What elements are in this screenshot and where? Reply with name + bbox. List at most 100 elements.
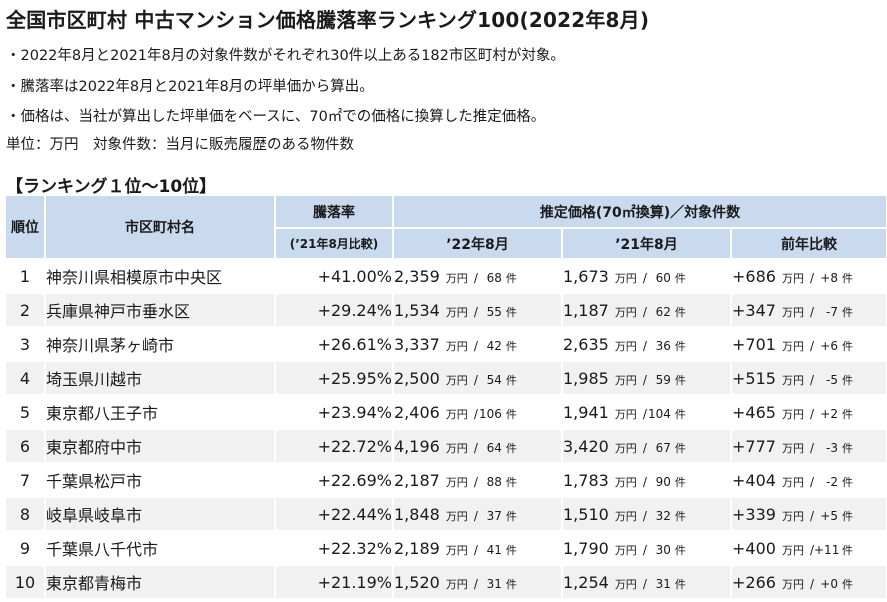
price-unit: 万円 xyxy=(614,509,637,523)
yoy-cell: +686 万円 / +8 件 xyxy=(732,260,887,292)
ranking-body: 1 神奈川県相模原市中央区 +41.00% 2,359 万円/68 件 1,673 万円/60… xyxy=(6,260,887,598)
count-unit: 件 xyxy=(842,475,853,489)
table-row: 7 千葉県松戸市 +22.69% 2,187 万円/88 件 1,783 万円/90 件 +404… xyxy=(6,464,887,496)
yoy-cell: +404 万円 / -2 件 xyxy=(732,464,887,496)
count-unit: 件 xyxy=(505,577,517,591)
page-title: 全国市区町村 中古マンション価格騰落率ランキング100(2022年8月) xyxy=(6,8,650,32)
count-value: 88 xyxy=(486,474,502,489)
count-unit: 件 xyxy=(674,441,686,455)
separator: / xyxy=(809,304,814,319)
price-value: 2,406 xyxy=(394,402,440,422)
count-unit: 件 xyxy=(505,475,517,489)
header-rate-sub: (’21年8月比較) xyxy=(276,229,392,258)
price-2021-cell: 3,420 万円 / 67 件 xyxy=(563,430,730,462)
count-value: -7 xyxy=(826,304,838,319)
yoy-cell: +339 万円 / +5 件 xyxy=(732,498,887,530)
separator: / xyxy=(642,474,647,489)
price-2021-cell: 1,510 万円 / 32 件 xyxy=(563,498,730,530)
count-unit: 件 xyxy=(842,509,853,523)
price-unit: 万円 xyxy=(781,373,804,387)
price-value: 4,196 xyxy=(394,436,440,456)
count-unit: 件 xyxy=(674,509,686,523)
rate-cell: +26.61% xyxy=(276,328,392,360)
price-unit: 万円 xyxy=(614,475,637,489)
count-value: 90 xyxy=(655,474,671,489)
price-value: 1,941 xyxy=(563,402,609,422)
table-row: 1 神奈川県相模原市中央区 +41.00% 2,359 万円/68 件 1,673 万円/60… xyxy=(6,260,887,292)
price-unit: 万円 xyxy=(445,509,468,523)
price-2021-cell: 1,790 万円 / 30 件 xyxy=(563,532,730,564)
price-2022-cell: 2,187 万円 / 88 件 xyxy=(394,464,561,496)
count-value: +11 xyxy=(814,542,840,557)
count-unit: 件 xyxy=(505,339,517,353)
price-value: 2,189 xyxy=(394,538,440,558)
section-title: 【ランキング１位～10位】 xyxy=(6,177,217,197)
price-value: 2,187 xyxy=(394,470,440,490)
price-value: +777 xyxy=(732,436,776,456)
count-unit: 件 xyxy=(505,305,517,319)
price-unit: 万円 xyxy=(445,475,468,489)
price-unit: 万円 xyxy=(445,543,468,557)
rate-cell: +25.95% xyxy=(276,362,392,394)
price-value: 1,534 xyxy=(394,300,440,320)
rank-cell: 1 xyxy=(6,260,44,292)
price-value: 3,337 xyxy=(394,334,440,354)
separator: / xyxy=(473,406,478,421)
separator: / xyxy=(473,270,478,285)
price-value: 1,783 xyxy=(563,470,609,490)
count-value: +0 xyxy=(820,576,838,591)
price-value: +515 xyxy=(732,368,776,388)
table-row: 10 東京都青梅市 +21.19% 1,520 万円/31 件 1,254 万円/31 件 +26… xyxy=(6,566,887,598)
price-value: +347 xyxy=(732,300,776,320)
count-unit: 件 xyxy=(842,305,853,319)
price-2021-cell: 1,783 万円 / 90 件 xyxy=(563,464,730,496)
header-price-group: 推定価格(70㎡換算)／対象件数 xyxy=(394,196,887,228)
note-target: ・2022年8月と2021年8月の対象件数がそれぞれ30件以上ある182市区町村… xyxy=(6,48,565,64)
note-price-method: ・価格は、当社が算出した坪単価をベースに、70㎡での価格に換算した推定価格。 xyxy=(6,109,546,125)
table-row: 8 岐阜県岐阜市 +22.44% 1,848 万円/37 件 1,510 万円/32 件 +339… xyxy=(6,498,887,530)
rank-cell: 3 xyxy=(6,328,44,360)
separator: / xyxy=(473,304,478,319)
price-unit: 万円 xyxy=(781,543,804,557)
count-value: 31 xyxy=(486,576,502,591)
price-unit: 万円 xyxy=(445,339,468,353)
table-row: 2 兵庫県神戸市垂水区 +29.24% 1,534 万円/55 件 1,187 万円/62 件 +… xyxy=(6,294,887,326)
price-unit: 万円 xyxy=(614,339,637,353)
count-value: -2 xyxy=(826,474,838,489)
count-unit: 件 xyxy=(842,543,853,557)
header-rank: 順位 xyxy=(6,196,44,258)
count-value: 36 xyxy=(655,338,671,353)
municipality-cell: 岐阜県岐阜市 xyxy=(46,498,274,530)
rate-cell: +41.00% xyxy=(276,260,392,292)
count-unit: 件 xyxy=(842,441,853,455)
count-value: 106 xyxy=(478,406,502,421)
count-value: 31 xyxy=(655,576,671,591)
price-value: +339 xyxy=(732,504,776,524)
price-2021-cell: 1,673 万円 / 60 件 xyxy=(563,260,730,292)
price-2021-cell: 1,985 万円 / 59 件 xyxy=(563,362,730,394)
price-unit: 万円 xyxy=(445,271,468,285)
count-unit: 件 xyxy=(842,339,853,353)
municipality-cell: 千葉県八千代市 xyxy=(46,532,274,564)
separator: / xyxy=(642,304,647,319)
price-unit: 万円 xyxy=(781,271,804,285)
count-value: 68 xyxy=(486,270,502,285)
rank-cell: 9 xyxy=(6,532,44,564)
rank-cell: 4 xyxy=(6,362,44,394)
count-value: 42 xyxy=(486,338,502,353)
separator: / xyxy=(809,406,814,421)
separator: / xyxy=(642,508,647,523)
count-unit: 件 xyxy=(505,441,517,455)
municipality-cell: 東京都府中市 xyxy=(46,430,274,462)
header-2022: ’22年8月 xyxy=(394,229,561,258)
count-value: 54 xyxy=(486,372,502,387)
separator: / xyxy=(809,338,814,353)
price-2022-cell: 1,534 万円 / 55 件 xyxy=(394,294,561,326)
rank-cell: 7 xyxy=(6,464,44,496)
price-2022-cell: 2,359 万円 / 68 件 xyxy=(394,260,561,292)
municipality-cell: 神奈川県相模原市中央区 xyxy=(46,260,274,292)
price-value: +686 xyxy=(732,266,776,286)
separator: / xyxy=(642,338,647,353)
count-unit: 件 xyxy=(842,271,853,285)
separator: / xyxy=(642,542,647,557)
